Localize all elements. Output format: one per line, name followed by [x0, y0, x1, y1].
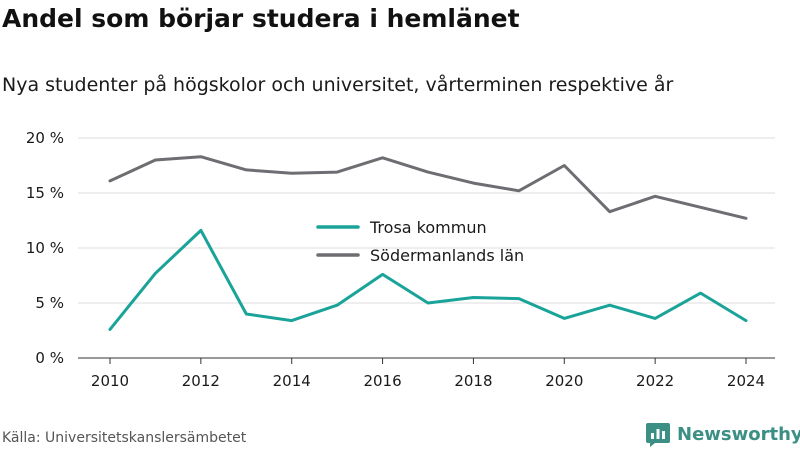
series-line-2: [108, 155, 748, 220]
series-line-1: [108, 228, 748, 331]
x-tick-label: 2024: [727, 372, 765, 390]
y-tick-label: 15 %: [26, 184, 64, 202]
x-tick-label: 2022: [636, 372, 674, 390]
chart-subtitle: Nya studenter på högskolor och universit…: [2, 74, 674, 96]
x-tick-label: 2014: [273, 372, 311, 390]
x-tick-label: 2016: [363, 372, 401, 390]
x-tick-label: 2020: [545, 372, 583, 390]
y-tick-label: 10 %: [26, 239, 64, 257]
brand-logo: Newsworthy: [645, 420, 800, 448]
x-tick-label: 2012: [182, 372, 220, 390]
x-tick-label: 2018: [454, 372, 492, 390]
legend-label-2: Södermanlands län: [370, 246, 524, 265]
legend-label-1: Trosa kommun: [369, 218, 487, 237]
x-tick-label: 2010: [91, 372, 129, 390]
brand-name: Newsworthy: [677, 423, 800, 445]
newsworthy-logo-icon: [646, 423, 670, 447]
source-note: Källa: Universitetskanslersämbetet: [2, 430, 247, 446]
y-tick-label: 5 %: [35, 294, 64, 312]
y-tick-label: 0 %: [35, 349, 64, 367]
y-tick-label: 20 %: [26, 129, 64, 147]
chart-title: Andel som börjar studera i hemlänet: [2, 4, 520, 33]
